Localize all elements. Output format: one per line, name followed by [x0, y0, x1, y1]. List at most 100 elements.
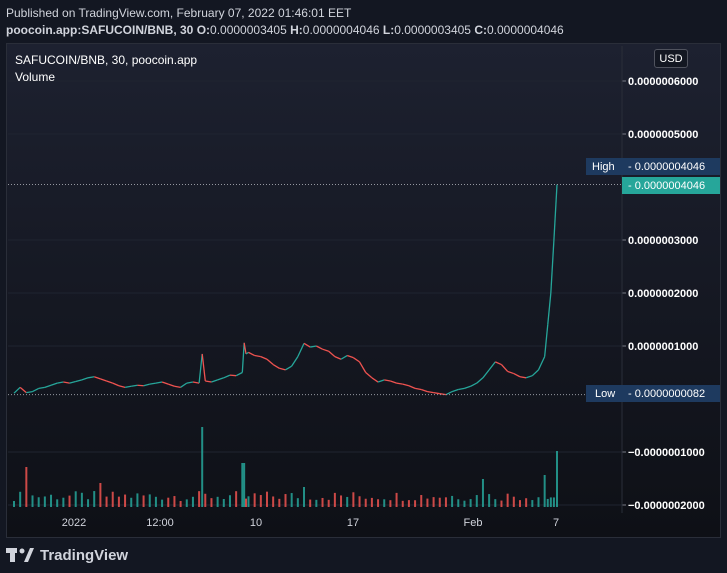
volume-bar — [265, 491, 268, 507]
volume-bar — [204, 493, 207, 507]
price-candle — [235, 371, 243, 377]
volume-bar — [377, 499, 380, 507]
currency-button[interactable]: USD — [654, 49, 688, 68]
price-candle — [245, 351, 249, 355]
price-candle — [272, 363, 280, 369]
volume-bar — [556, 451, 558, 507]
price-candle — [427, 390, 434, 394]
volume-bar — [346, 496, 349, 507]
volume-bar — [537, 497, 540, 507]
price-candle — [279, 367, 286, 371]
volume-bar — [80, 492, 83, 507]
volume-bar — [333, 492, 336, 507]
footer-brand: TradingView — [40, 546, 129, 564]
volume-bar — [278, 498, 281, 507]
volume-bar — [243, 463, 246, 507]
x-tick-label: 12:00 — [146, 517, 174, 529]
price-candle — [553, 184, 558, 241]
volume-bar — [327, 499, 330, 507]
symbol-line: poocoin.app:SAFUCOIN/BNB, 30 — [6, 23, 194, 37]
price-candle — [476, 377, 484, 384]
x-tick-label: 2022 — [62, 517, 86, 529]
price-candle — [201, 353, 206, 382]
volume-bar — [74, 491, 77, 507]
volume-bar — [191, 496, 194, 507]
tradingview-logo[interactable]: TradingView — [6, 545, 128, 565]
volume-bar — [68, 495, 71, 507]
price-candle — [297, 343, 305, 357]
volume-bar — [370, 497, 373, 507]
volume-bar — [93, 491, 96, 507]
price-candle — [451, 388, 459, 393]
volume-bar — [50, 494, 53, 507]
price-candle — [63, 381, 70, 384]
price-candle — [519, 376, 527, 379]
price-candle — [322, 348, 329, 352]
open-value: 0.0000003405 — [210, 23, 287, 37]
volume-bar — [198, 491, 201, 507]
volume-bar — [321, 497, 324, 507]
price-candle — [544, 324, 549, 357]
volume-bar — [173, 496, 176, 507]
price-candle — [32, 387, 39, 393]
price-candle — [500, 364, 509, 372]
volume-bar — [475, 495, 478, 507]
price-candle — [439, 393, 447, 396]
volume-bar — [99, 483, 102, 507]
volume-bar — [272, 496, 275, 507]
volume-bar — [185, 499, 188, 507]
price-candle — [38, 386, 45, 390]
volume-bar — [154, 496, 157, 507]
price-candle — [353, 357, 360, 363]
price-candle — [358, 361, 367, 373]
volume-bar — [241, 463, 244, 507]
high-label: H: — [290, 23, 303, 37]
price-candle — [137, 384, 144, 387]
volume-bar — [136, 493, 139, 507]
x-tick-label: 10 — [250, 517, 262, 529]
volume-bar — [488, 494, 491, 507]
volume-bar — [451, 495, 454, 507]
volume-bar — [463, 500, 466, 507]
price-candle — [100, 378, 107, 382]
price-candle — [211, 379, 218, 383]
volume-bar — [407, 500, 410, 507]
price-candle — [525, 375, 533, 379]
volume-bar — [420, 495, 423, 507]
price-candle — [241, 342, 245, 373]
y-tick-label: −0.0000001000 — [628, 447, 705, 459]
volume-bar — [500, 500, 503, 507]
price-candle — [112, 382, 120, 387]
price-candle — [346, 354, 354, 359]
price-candle — [445, 390, 453, 396]
published-note: Published on TradingView.com, February 0… — [6, 6, 352, 20]
x-tick-label: Feb — [464, 517, 483, 529]
price-candle — [94, 376, 101, 380]
chart-area[interactable] — [6, 43, 721, 538]
volume-bar — [383, 499, 386, 507]
volume-bar — [167, 497, 170, 507]
last-price-tag — [622, 177, 720, 194]
volume-bar — [117, 496, 120, 507]
price-candle — [303, 342, 311, 348]
volume-bar — [518, 500, 521, 507]
price-candle — [550, 239, 555, 294]
volume-bar — [62, 497, 65, 507]
price-candle — [488, 361, 496, 371]
low-tag-label: Low — [595, 388, 615, 400]
low-tag — [586, 385, 720, 402]
volume-bar — [124, 494, 127, 507]
price-candle — [118, 385, 126, 388]
price-candle — [124, 385, 132, 388]
volume-bar — [438, 497, 441, 507]
x-tick-label: 17 — [347, 517, 359, 529]
low-label: L: — [382, 23, 395, 37]
volume-bar — [201, 427, 204, 507]
low-value: 0.0000003405 — [394, 23, 471, 37]
volume-bar — [552, 497, 555, 507]
y-tick-label: 0.0000003000 — [628, 235, 698, 247]
price-candle — [316, 345, 323, 350]
price-candle — [495, 361, 502, 366]
price-candle — [340, 354, 348, 360]
